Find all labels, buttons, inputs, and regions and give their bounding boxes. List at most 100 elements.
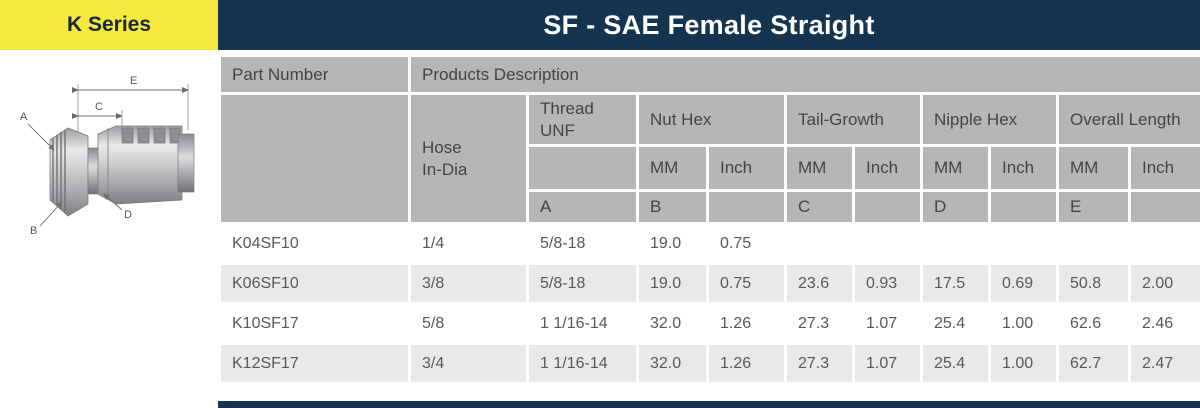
value-cell: 25.4 [920, 342, 991, 385]
overall-length-header: Overall Length [1055, 92, 1200, 147]
table-row: K12SF17 3/4 1 1/16-14 32.0 1.26 27.3 1.0… [218, 342, 1200, 385]
value-cell: 62.6 [1056, 302, 1131, 345]
letter-a-cell: A [526, 189, 639, 225]
value-cell: 1.26 [706, 342, 787, 385]
value-cell: 25.4 [920, 302, 991, 345]
value-cell: 1.07 [852, 342, 923, 385]
tail-growth-inch-header: Inch [852, 144, 923, 192]
part-number-cell: K04SF10 [218, 222, 411, 265]
fitting-diagram: E C [0, 68, 218, 258]
value-cell: 27.3 [784, 302, 855, 345]
thread-cell: 1 1/16-14 [526, 302, 639, 345]
value-cell: 0.75 [706, 262, 787, 305]
nipple-hex-header: Nipple Hex [920, 92, 1059, 147]
fitting-shell [97, 125, 183, 205]
letter-spacer [706, 189, 787, 225]
thread-cell: 5/8-18 [526, 262, 639, 305]
value-cell: 0.69 [988, 262, 1059, 305]
part-number-spacer-cell [218, 92, 411, 225]
fitting-drawing-svg: E C [20, 75, 195, 237]
title-bar: SF - SAE Female Straight [218, 0, 1200, 50]
letter-spacer [1127, 189, 1200, 225]
part-number-cell: K12SF17 [218, 342, 411, 385]
overall-length-mm-header: MM [1056, 144, 1131, 192]
value-cell: 32.0 [636, 342, 709, 385]
hose-header-line1: Hose [422, 138, 462, 158]
header-row-letters: A B C D E [220, 189, 1200, 225]
value-cell: 2.46 [1127, 302, 1200, 345]
spec-table-container: Part Number Products Description Hose In… [218, 54, 1200, 385]
header-row-groups: Hose In-Dia Thread UNF Nut Hex Tail-Grow… [218, 92, 1200, 225]
fitting-nut [49, 127, 89, 217]
products-description-header: Products Description [407, 54, 1200, 95]
letter-e-cell: E [1056, 189, 1131, 225]
value-cell: 1.00 [988, 302, 1059, 345]
value-cell: 0.93 [852, 262, 923, 305]
hose-cell: 3/4 [408, 342, 529, 385]
value-cell: 19.0 [636, 262, 709, 305]
dim-label-c: C [95, 101, 103, 113]
nipple-hex-inch-header: Inch [988, 144, 1059, 192]
leader-a [27, 123, 55, 151]
letter-d-cell: D [920, 189, 991, 225]
letter-spacer [852, 189, 923, 225]
dim-label-b: B [30, 225, 37, 237]
value-cell: 1.26 [706, 302, 787, 345]
thread-header-line2: UNF [540, 120, 575, 140]
tail-growth-mm-header: MM [784, 144, 855, 192]
value-cell [988, 222, 1059, 265]
value-cell: 2.00 [1127, 262, 1200, 305]
table-row: K10SF17 5/8 1 1/16-14 32.0 1.26 27.3 1.0… [218, 302, 1200, 345]
letter-c-cell: C [784, 189, 855, 225]
value-cell: 23.6 [784, 262, 855, 305]
hose-cell: 5/8 [408, 302, 529, 345]
header-row-units: MM Inch MM Inch MM Inch MM Inch [220, 144, 1200, 192]
part-number-cell: K06SF10 [218, 262, 411, 305]
hose-tail [177, 133, 195, 193]
nut-hex-inch-header: Inch [706, 144, 787, 192]
spec-table: Part Number Products Description Hose In… [218, 54, 1200, 385]
dim-label-a: A [20, 111, 28, 123]
hose-header-line2: In-Dia [422, 159, 468, 179]
dim-label-d: D [124, 209, 132, 221]
value-cell: 2.47 [1127, 342, 1200, 385]
page-title: SF - SAE Female Straight [543, 9, 875, 40]
value-cell: 27.3 [784, 342, 855, 385]
header-row-main: Part Number Products Description [218, 54, 1200, 95]
thread-cell: 1 1/16-14 [526, 342, 639, 385]
value-cell [1127, 222, 1200, 265]
hose-in-dia-header: Hose In-Dia [408, 92, 529, 225]
value-cell [852, 222, 923, 265]
table-row: K04SF10 1/4 5/8-18 19.0 0.75 [218, 222, 1200, 265]
value-cell [920, 222, 991, 265]
hose-cell: 3/8 [408, 262, 529, 305]
overall-length-inch-header: Inch [1127, 144, 1200, 192]
thread-unf-header: Thread UNF [526, 92, 639, 147]
value-cell: 19.0 [636, 222, 709, 265]
dim-label-e: E [130, 75, 137, 87]
tail-growth-header: Tail-Growth [784, 92, 923, 147]
value-cell: 32.0 [636, 302, 709, 345]
value-cell: 1.00 [988, 342, 1059, 385]
nipple-hex-mm-header: MM [920, 144, 991, 192]
leader-d [103, 193, 123, 211]
letter-spacer [988, 189, 1059, 225]
thread-header-line1: Thread [540, 99, 594, 119]
value-cell: 62.7 [1056, 342, 1131, 385]
series-badge: K Series [0, 0, 218, 50]
value-cell: 50.8 [1056, 262, 1131, 305]
hose-cell: 1/4 [408, 222, 529, 265]
nut-hex-mm-header: MM [636, 144, 709, 192]
thread-unit-spacer [526, 144, 639, 192]
value-cell [784, 222, 855, 265]
thread-cell: 5/8-18 [526, 222, 639, 265]
shell-windows [121, 127, 181, 144]
value-cell: 17.5 [920, 262, 991, 305]
value-cell: 1.07 [852, 302, 923, 345]
value-cell: 0.75 [706, 222, 787, 265]
part-number-header: Part Number [218, 54, 411, 95]
nut-hex-header: Nut Hex [636, 92, 787, 147]
bottom-rule [218, 401, 1200, 408]
value-cell [1056, 222, 1131, 265]
part-number-cell: K10SF17 [218, 302, 411, 345]
